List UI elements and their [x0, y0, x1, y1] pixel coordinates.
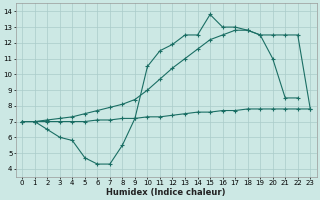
- X-axis label: Humidex (Indice chaleur): Humidex (Indice chaleur): [107, 188, 226, 197]
